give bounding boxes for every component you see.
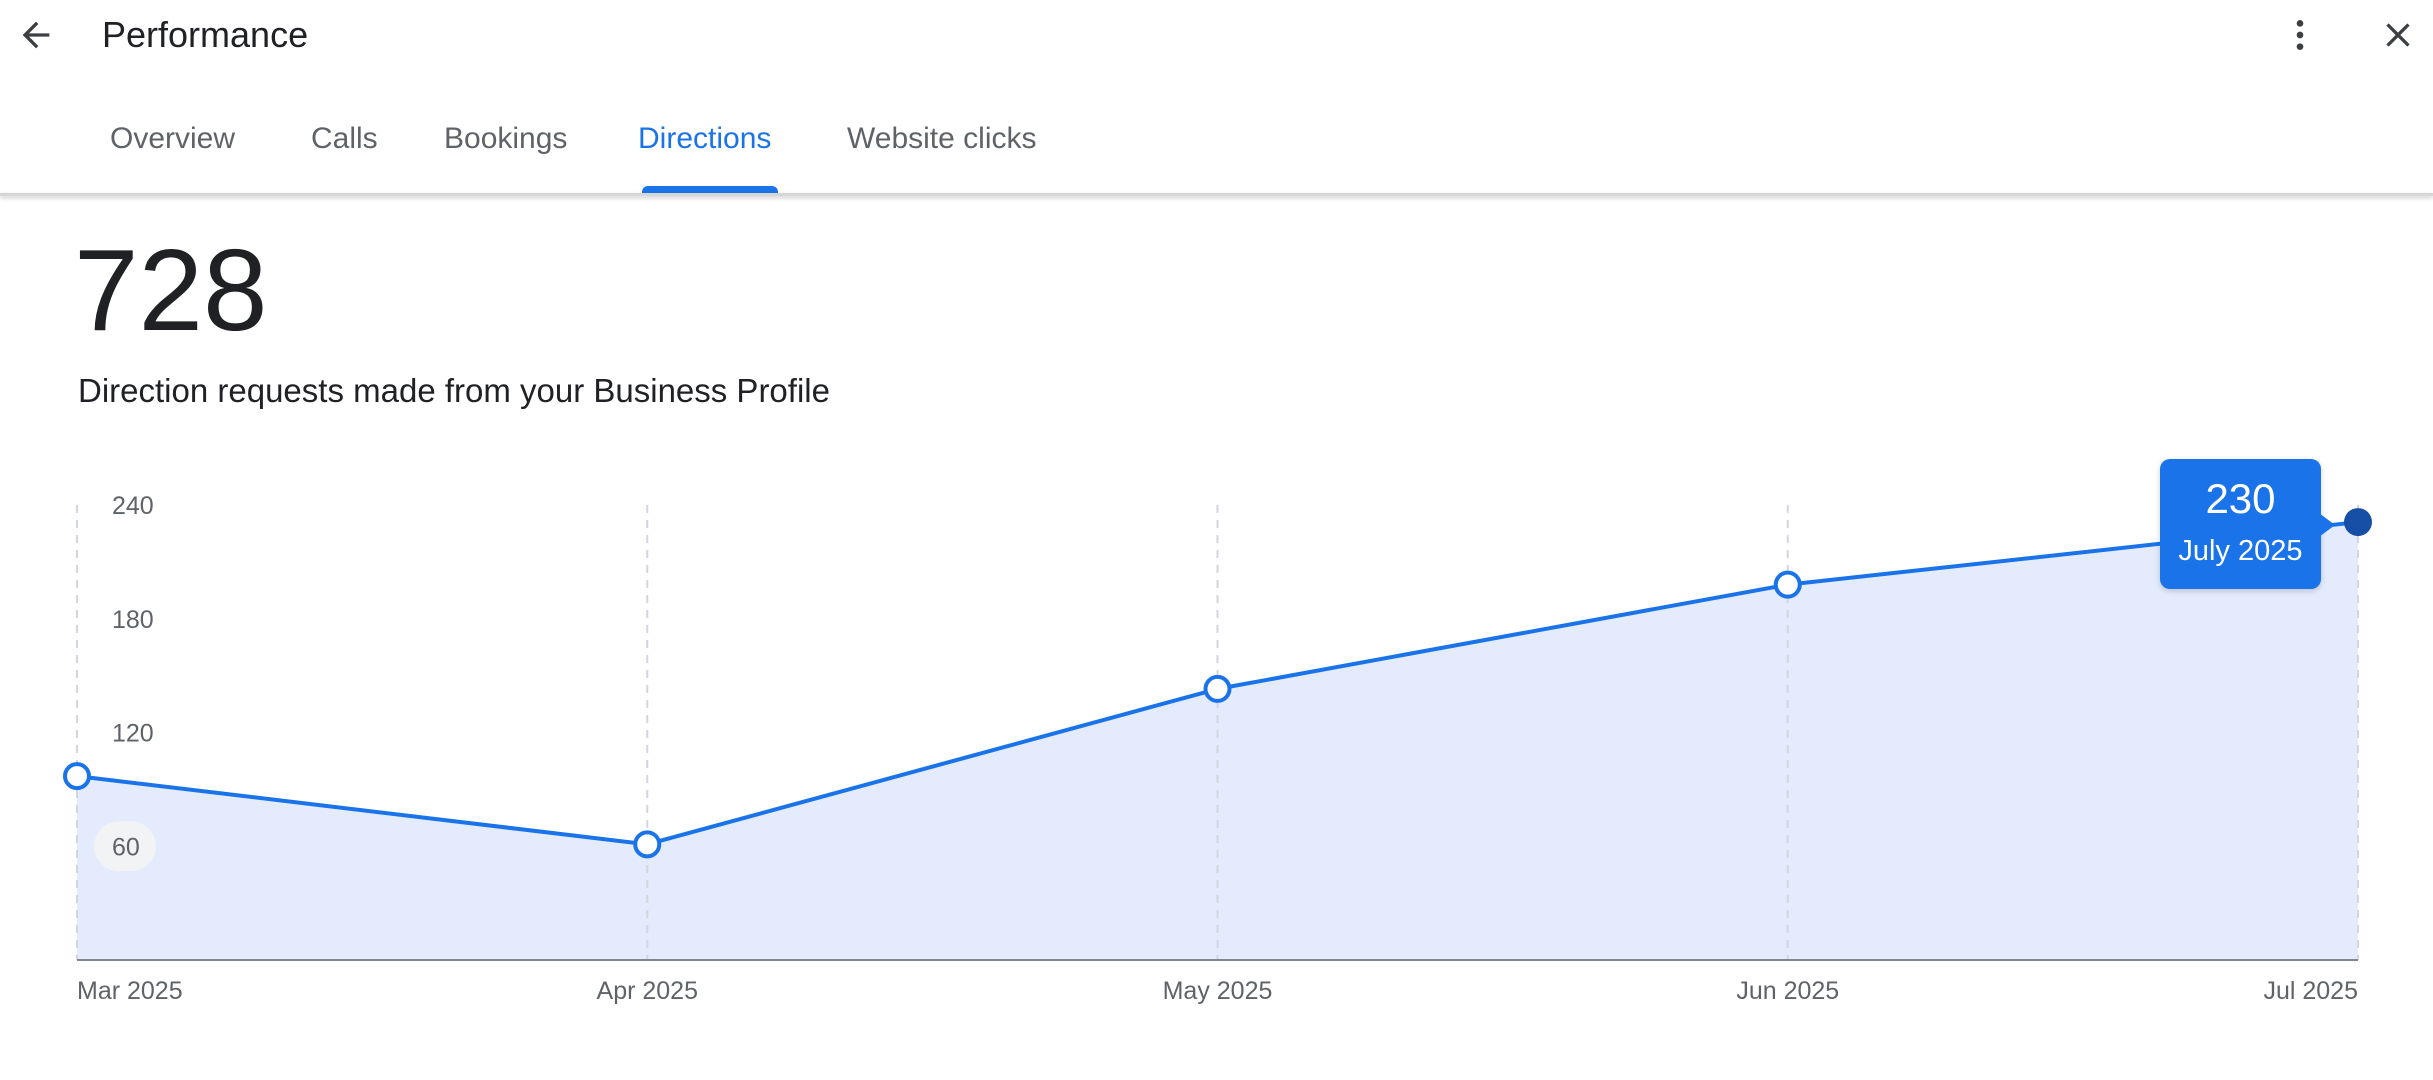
chart-point bbox=[1773, 570, 1802, 599]
y-tick-label: 60 bbox=[112, 833, 140, 861]
close-icon bbox=[2386, 23, 2410, 47]
tab-overview[interactable]: Overview bbox=[110, 122, 236, 155]
more-vert-icon bbox=[2296, 20, 2304, 50]
chart-tooltip: 230 July 2025 bbox=[2160, 459, 2335, 589]
active-tab-indicator bbox=[642, 186, 778, 193]
tooltip-value: 230 bbox=[2205, 475, 2276, 522]
back-button[interactable] bbox=[6, 2, 66, 68]
tab-bar: Overview Calls Bookings Directions Websi… bbox=[0, 100, 2433, 194]
y-tick-label-background bbox=[94, 821, 156, 872]
y-tick-label: 120 bbox=[112, 720, 154, 748]
tooltip-label: July 2025 bbox=[2178, 535, 2303, 567]
more-options-button[interactable] bbox=[2270, 2, 2330, 68]
chart-point bbox=[633, 830, 662, 859]
x-tick-label: Jul 2025 bbox=[2263, 977, 2358, 1005]
total-directions-value: 728 bbox=[74, 225, 268, 355]
tab-directions[interactable]: Directions bbox=[638, 122, 772, 155]
close-button[interactable] bbox=[2368, 2, 2428, 68]
page-title: Performance bbox=[102, 14, 309, 55]
x-tick-label: Apr 2025 bbox=[597, 977, 698, 1005]
y-tick-label: 180 bbox=[112, 606, 154, 634]
metric-description: Direction requests made from your Busine… bbox=[78, 372, 830, 409]
tab-calls[interactable]: Calls bbox=[311, 122, 378, 155]
arrow-back-icon bbox=[22, 21, 50, 49]
chart-point bbox=[1203, 674, 1232, 703]
tab-bookings[interactable]: Bookings bbox=[444, 122, 568, 155]
x-tick-label: Mar 2025 bbox=[77, 977, 183, 1005]
app-header: Performance bbox=[0, 0, 2433, 70]
chart-point-selected bbox=[2344, 508, 2372, 537]
x-tick-label: Jun 2025 bbox=[1736, 977, 1839, 1005]
x-tick-label: May 2025 bbox=[1163, 977, 1273, 1005]
chart-point bbox=[63, 762, 91, 791]
y-tick-label: 240 bbox=[112, 492, 154, 520]
header-divider bbox=[0, 193, 2433, 196]
tab-website-clicks[interactable]: Website clicks bbox=[847, 122, 1037, 155]
